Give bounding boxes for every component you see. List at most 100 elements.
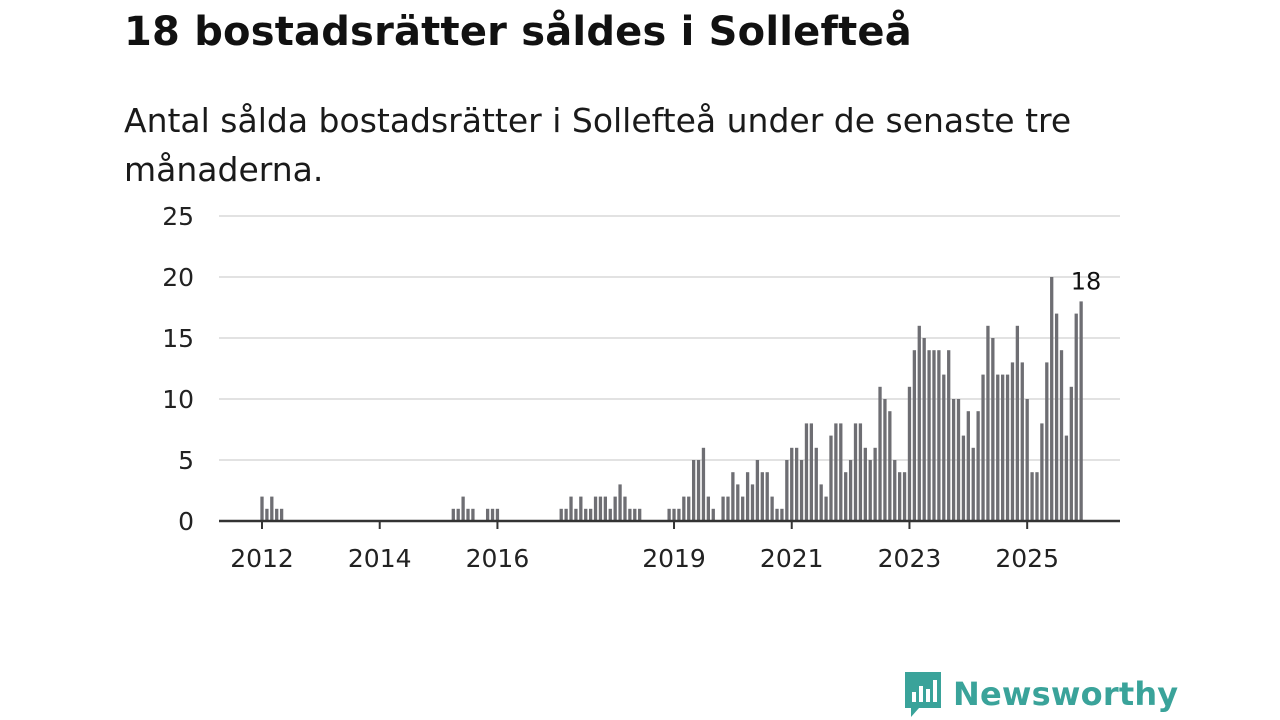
page-title: 18 bostadsrätter såldes i Sollefteå [124, 9, 912, 55]
bar [687, 496, 691, 521]
y-tick-label: 5 [178, 446, 194, 475]
x-tick-label: 2016 [466, 544, 530, 573]
bar [937, 350, 941, 521]
bar [1050, 277, 1054, 521]
bar [760, 472, 764, 521]
bar [917, 325, 921, 521]
bar [785, 460, 789, 521]
bar [741, 496, 745, 521]
bar [564, 508, 568, 521]
bar [961, 435, 966, 521]
bar [888, 411, 892, 521]
bar [682, 496, 686, 521]
bar [279, 508, 284, 521]
bar [1079, 301, 1083, 521]
bar [902, 472, 907, 521]
bar [485, 508, 490, 521]
bar [275, 508, 279, 521]
bar [706, 496, 711, 521]
bar [907, 386, 912, 521]
x-tick-label: 2025 [995, 544, 1059, 573]
x-tick-label: 2012 [230, 544, 294, 573]
bar [863, 447, 867, 521]
bar [490, 508, 495, 521]
bar [721, 496, 725, 521]
bar [569, 496, 573, 521]
bar [848, 460, 853, 521]
bar [790, 447, 794, 521]
bar [628, 508, 632, 521]
bar [672, 508, 676, 521]
brand-name: Newsworthy [953, 675, 1179, 713]
bar [726, 496, 730, 521]
bar [814, 447, 818, 521]
bar [260, 496, 264, 521]
bar [844, 472, 848, 521]
bar [598, 496, 603, 521]
bar [1005, 374, 1010, 521]
bar [1035, 472, 1039, 521]
bar [966, 411, 970, 521]
highlight-value-label: 18 [1071, 267, 1102, 295]
bar [731, 472, 735, 521]
bar [451, 508, 455, 521]
bar [1074, 313, 1078, 521]
y-tick-label: 25 [162, 202, 194, 231]
bar [1015, 325, 1020, 521]
bar [618, 484, 622, 521]
bar [677, 508, 681, 521]
bar [893, 460, 897, 521]
bar [593, 496, 598, 521]
bar [804, 423, 809, 521]
y-tick-label: 0 [178, 507, 194, 536]
x-tick-label: 2023 [878, 544, 942, 573]
bar [956, 399, 961, 521]
bar [819, 484, 823, 521]
bar [1040, 423, 1044, 521]
bar [996, 374, 1000, 521]
bar [270, 496, 274, 521]
bar [809, 423, 814, 521]
bar [691, 460, 696, 521]
bar [986, 325, 990, 521]
bar [745, 472, 750, 521]
bar [971, 447, 975, 521]
chart-subtitle: Antal sålda bostadsrätter i Sollefteå un… [124, 101, 1072, 189]
bar [1045, 362, 1049, 521]
bar [495, 508, 500, 521]
bar [873, 447, 877, 521]
bar [1025, 399, 1029, 521]
x-tick-label: 2014 [348, 544, 412, 573]
bar [883, 399, 887, 521]
bar [951, 399, 956, 521]
bar [1020, 362, 1024, 521]
bar [795, 447, 799, 521]
bar [927, 350, 931, 521]
bar [799, 460, 804, 521]
bar [265, 508, 269, 521]
bar [991, 338, 995, 521]
bar [559, 508, 563, 521]
bar [1069, 386, 1073, 521]
bar [1030, 472, 1034, 521]
bar [696, 460, 701, 521]
bar [701, 447, 706, 521]
bar [667, 508, 671, 521]
bar [471, 508, 475, 521]
bar [588, 508, 593, 521]
bar [623, 496, 627, 521]
bar [1054, 313, 1059, 521]
bar [1010, 362, 1015, 521]
bar [922, 338, 926, 521]
bar [574, 508, 578, 521]
bar [775, 508, 779, 521]
bar [765, 472, 769, 521]
bar [613, 496, 617, 521]
y-tick-label: 15 [162, 324, 194, 353]
bar [834, 423, 838, 521]
bar [981, 374, 985, 521]
bar [912, 350, 917, 521]
bar [976, 411, 980, 521]
bar [947, 350, 951, 521]
bar [603, 496, 607, 521]
